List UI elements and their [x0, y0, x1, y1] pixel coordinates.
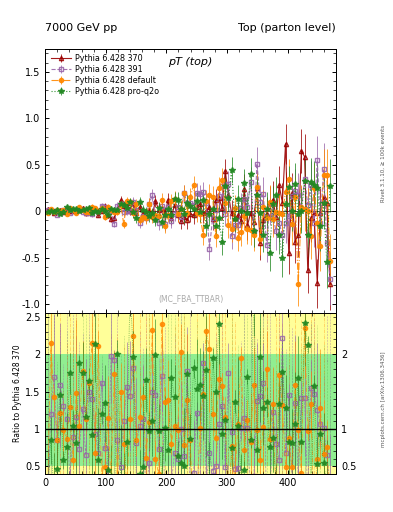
Legend: Pythia 6.428 370, Pythia 6.428 391, Pythia 6.428 default, Pythia 6.428 pro-q2o: Pythia 6.428 370, Pythia 6.428 391, Pyth…: [49, 53, 161, 98]
Text: Rivet 3.1.10, ≥ 100k events: Rivet 3.1.10, ≥ 100k events: [381, 125, 386, 202]
Text: 7000 GeV pp: 7000 GeV pp: [45, 23, 118, 33]
Bar: [45, 354, 336, 466]
Text: pT (top): pT (top): [169, 57, 213, 67]
Text: mcplots.cern.ch [arXiv:1306.3436]: mcplots.cern.ch [arXiv:1306.3436]: [381, 352, 386, 447]
Bar: [45, 313, 336, 474]
Text: Top (parton level): Top (parton level): [238, 23, 336, 33]
Y-axis label: Ratio to Pythia 6.428 370: Ratio to Pythia 6.428 370: [13, 345, 22, 442]
Text: (MC_FBA_TTBAR): (MC_FBA_TTBAR): [158, 294, 223, 303]
